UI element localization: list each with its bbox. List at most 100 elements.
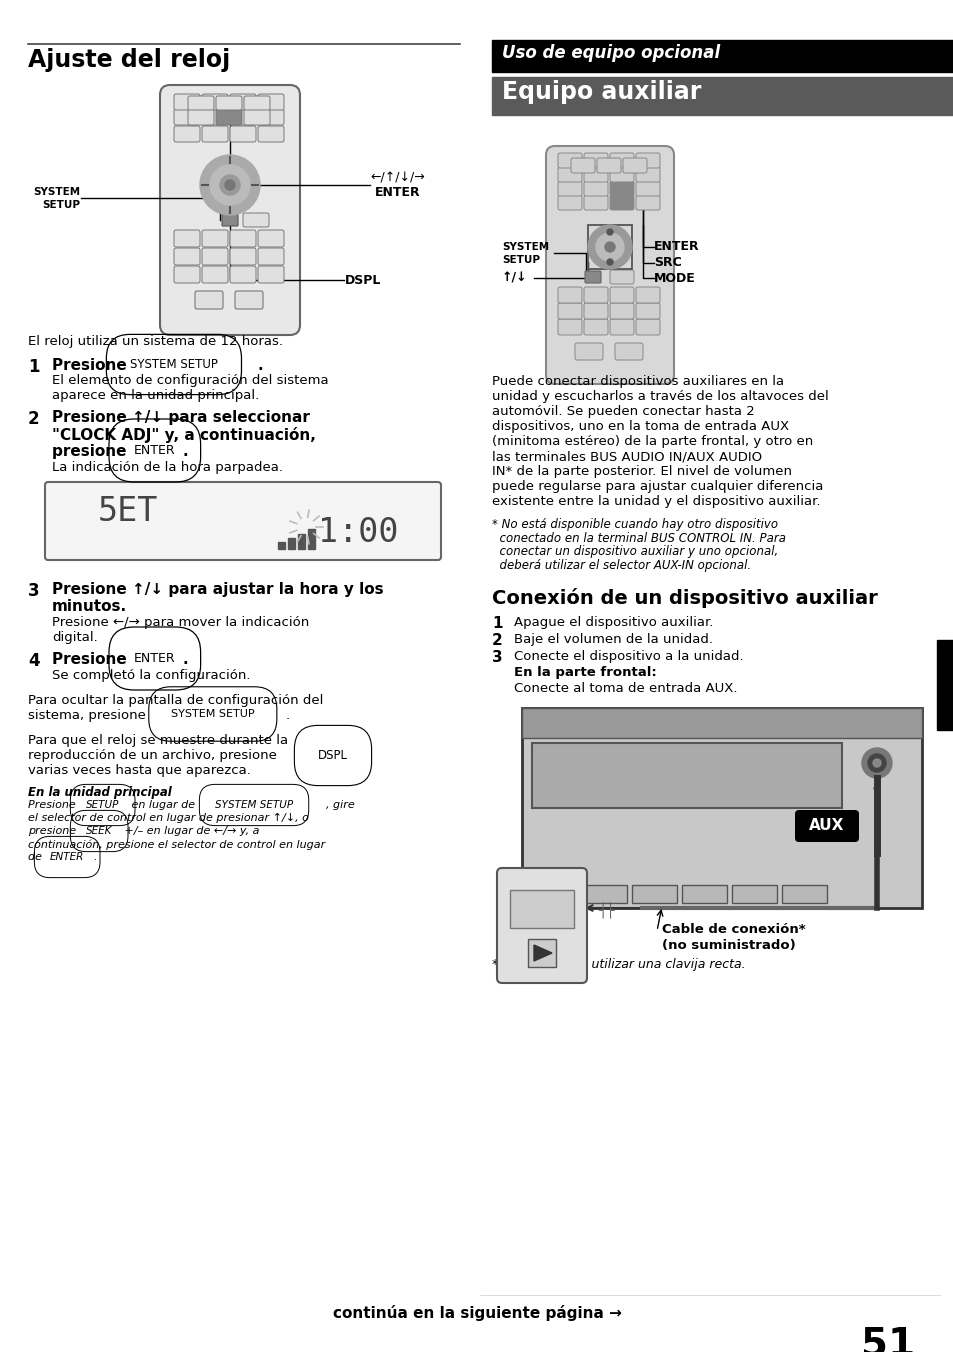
Text: .: . [257, 358, 263, 373]
Text: reproducción de un archivo, presione: reproducción de un archivo, presione [28, 749, 281, 763]
Text: Presione: Presione [28, 800, 79, 810]
Text: "CLOCK ADJ" y, a continuación,: "CLOCK ADJ" y, a continuación, [52, 427, 315, 443]
Text: El elemento de configuración del sistema: El elemento de configuración del sistema [52, 375, 328, 387]
Bar [532, 886, 577, 903]
Text: 51: 51 [860, 1325, 914, 1352]
Bar [532, 744, 841, 808]
Text: Se completó la configuración.: Se completó la configuración. [52, 669, 251, 681]
FancyBboxPatch shape [636, 319, 659, 335]
FancyBboxPatch shape [202, 110, 228, 124]
Text: SYSTEM SETUP: SYSTEM SETUP [214, 800, 293, 810]
FancyBboxPatch shape [609, 168, 634, 183]
Text: 3: 3 [28, 581, 40, 600]
Bar [510, 890, 574, 927]
FancyBboxPatch shape [609, 270, 634, 284]
FancyBboxPatch shape [575, 343, 602, 360]
Text: SYSTEM SETUP: SYSTEM SETUP [130, 358, 217, 370]
Circle shape [872, 758, 880, 767]
Bar [936, 639, 953, 730]
FancyBboxPatch shape [202, 95, 228, 110]
Text: SETUP: SETUP [501, 256, 539, 265]
Text: 5ET: 5ET [98, 495, 158, 529]
FancyBboxPatch shape [230, 95, 255, 110]
Bar [587, 224, 631, 269]
FancyBboxPatch shape [173, 126, 200, 142]
FancyBboxPatch shape [609, 303, 634, 319]
FancyBboxPatch shape [202, 247, 228, 265]
Text: presione: presione [28, 826, 79, 836]
Text: Equipo auxiliar: Equipo auxiliar [501, 80, 700, 104]
Text: Presione ↑/↓ para seleccionar: Presione ↑/↓ para seleccionar [52, 410, 310, 425]
Text: Uso de equipo opcional: Uso de equipo opcional [501, 45, 720, 62]
Text: SETUP: SETUP [42, 200, 80, 210]
Text: sistema, presione: sistema, presione [28, 708, 150, 722]
FancyBboxPatch shape [188, 96, 213, 110]
Bar [521, 708, 921, 909]
Bar [288, 538, 294, 549]
Text: .: . [183, 652, 189, 667]
Text: En la parte frontal:: En la parte frontal: [514, 667, 656, 679]
Text: * Asegúrese de utilizar una clavija recta.: * Asegúrese de utilizar una clavija rect… [492, 959, 745, 971]
Circle shape [606, 228, 613, 235]
Text: aparece en la unidad principal.: aparece en la unidad principal. [52, 389, 259, 402]
Text: 1: 1 [492, 617, 502, 631]
Text: 4: 4 [28, 652, 40, 671]
Text: Baje el volumen de la unidad.: Baje el volumen de la unidad. [514, 633, 712, 646]
Circle shape [606, 260, 613, 265]
FancyBboxPatch shape [173, 95, 200, 110]
Text: SYSTEM: SYSTEM [32, 187, 80, 197]
FancyBboxPatch shape [244, 96, 270, 110]
Text: el selector de control en lugar de presionar ↑/↓, o: el selector de control en lugar de presi… [28, 813, 309, 823]
FancyBboxPatch shape [636, 168, 659, 183]
FancyBboxPatch shape [609, 195, 634, 210]
FancyBboxPatch shape [609, 181, 634, 196]
Circle shape [587, 224, 631, 269]
FancyBboxPatch shape [230, 110, 255, 124]
FancyBboxPatch shape [160, 85, 299, 335]
FancyBboxPatch shape [545, 146, 673, 384]
Text: (minitoma estéreo) de la parte frontal, y otro en: (minitoma estéreo) de la parte frontal, … [492, 435, 812, 448]
FancyBboxPatch shape [257, 110, 284, 124]
Text: , gire: , gire [326, 800, 355, 810]
FancyBboxPatch shape [636, 287, 659, 303]
Text: En la unidad principal: En la unidad principal [28, 786, 172, 799]
FancyBboxPatch shape [257, 126, 284, 142]
Text: presione: presione [52, 443, 132, 458]
Circle shape [225, 180, 234, 191]
Text: 1:00: 1:00 [317, 516, 398, 549]
Text: IN* de la parte posterior. El nivel de volumen: IN* de la parte posterior. El nivel de v… [492, 465, 791, 479]
Text: SEEK: SEEK [86, 826, 112, 836]
Bar [581, 886, 626, 903]
FancyBboxPatch shape [215, 110, 242, 124]
Text: 2: 2 [492, 633, 502, 648]
Text: Cable de conexión*: Cable de conexión* [661, 923, 804, 936]
FancyBboxPatch shape [609, 287, 634, 303]
Text: unidad y escucharlos a través de los altavoces del: unidad y escucharlos a través de los alt… [492, 389, 828, 403]
FancyBboxPatch shape [558, 195, 581, 210]
Text: conectado en la terminal BUS CONTROL IN. Para: conectado en la terminal BUS CONTROL IN.… [492, 531, 785, 545]
Text: Ajuste del reloj: Ajuste del reloj [28, 49, 230, 72]
FancyBboxPatch shape [215, 96, 242, 110]
Circle shape [200, 155, 260, 215]
Polygon shape [534, 945, 552, 961]
Text: .: . [286, 708, 290, 722]
Text: .: . [92, 852, 96, 863]
Text: DSPL: DSPL [345, 273, 381, 287]
Bar [308, 529, 314, 549]
FancyBboxPatch shape [230, 230, 255, 247]
FancyBboxPatch shape [584, 270, 600, 283]
Text: SETUP: SETUP [86, 800, 119, 810]
FancyBboxPatch shape [558, 303, 581, 319]
FancyBboxPatch shape [257, 95, 284, 110]
FancyBboxPatch shape [257, 266, 284, 283]
Text: de: de [28, 852, 46, 863]
FancyBboxPatch shape [45, 483, 440, 560]
Text: varias veces hasta que aparezca.: varias veces hasta que aparezca. [28, 764, 251, 777]
FancyBboxPatch shape [497, 868, 586, 983]
Text: en lugar de: en lugar de [128, 800, 198, 810]
Text: AUX: AUX [808, 818, 843, 833]
FancyBboxPatch shape [202, 266, 228, 283]
FancyBboxPatch shape [202, 230, 228, 247]
Text: ENTER: ENTER [375, 185, 420, 199]
Text: Presione: Presione [52, 652, 132, 667]
